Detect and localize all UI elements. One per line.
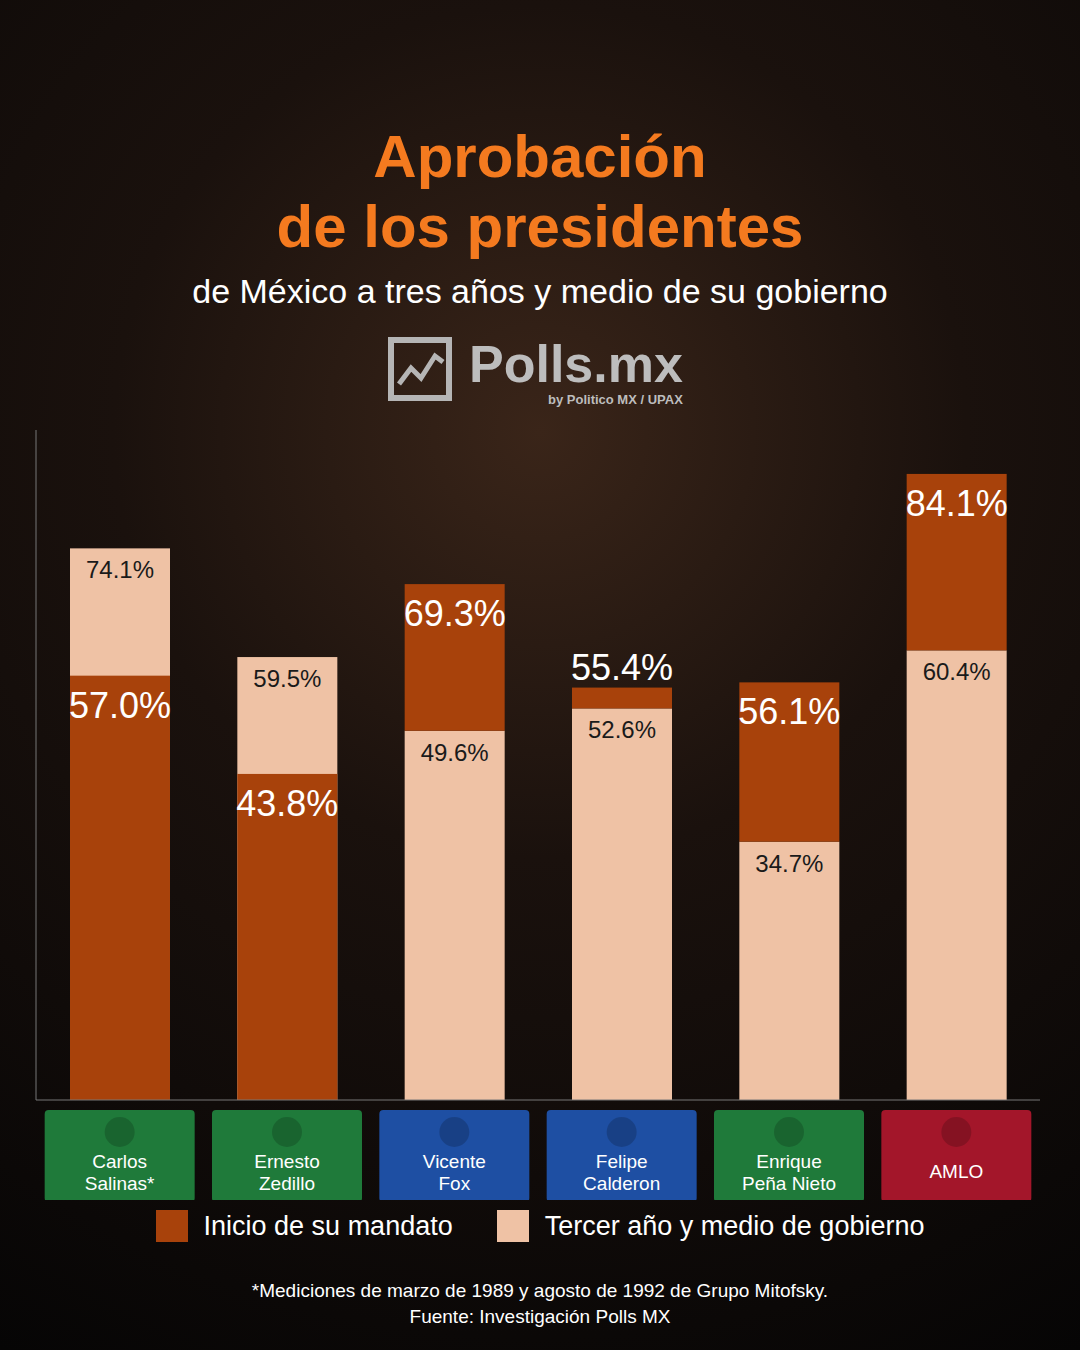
svg-text:69.3%: 69.3% <box>404 593 506 634</box>
svg-text:Fox: Fox <box>438 1173 470 1194</box>
svg-text:84.1%: 84.1% <box>906 483 1008 524</box>
svg-text:Peña Nieto: Peña Nieto <box>742 1173 836 1194</box>
svg-text:52.6%: 52.6% <box>588 716 656 743</box>
html-text:Aprobación: Aprobación <box>373 123 707 190</box>
svg-text:Enrique: Enrique <box>756 1151 822 1172</box>
html-text:Tercer año y medio de gobierno: Tercer año y medio de gobierno <box>544 1210 925 1241</box>
html-text:by Politico MX / UPAX: by Politico MX / UPAX <box>548 391 683 407</box>
html-text:Polls.mx: Polls.mx <box>469 334 683 393</box>
svg-text:Salinas*: Salinas* <box>85 1173 155 1194</box>
svg-text:Carlos: Carlos <box>92 1151 147 1172</box>
html-text:de México a tres años y medio: de México a tres años y medio de su gobi… <box>192 272 888 310</box>
svg-text:43.8%: 43.8% <box>236 783 338 824</box>
svg-text:59.5%: 59.5% <box>253 665 321 692</box>
svg-text:Zedillo: Zedillo <box>259 1173 315 1194</box>
svg-text:Vicente: Vicente <box>423 1151 486 1172</box>
html-text:Fuente: Investigación Polls MX: Fuente: Investigación Polls MX <box>409 1306 671 1327</box>
svg-text:AMLO: AMLO <box>929 1161 983 1182</box>
svg-text:34.7%: 34.7% <box>755 850 823 877</box>
svg-text:60.4%: 60.4% <box>923 658 991 685</box>
svg-text:55.4%: 55.4% <box>571 647 673 688</box>
html-text:de los presidentes: de los presidentes <box>276 193 804 260</box>
svg-text:56.1%: 56.1% <box>738 691 840 732</box>
svg-text:Ernesto: Ernesto <box>254 1151 319 1172</box>
html-text:*Mediciones de marzo de 1989 y: *Mediciones de marzo de 1989 y agosto de… <box>251 1280 829 1301</box>
html-text:Inicio de su mandato: Inicio de su mandato <box>203 1210 453 1241</box>
svg-text:Felipe: Felipe <box>596 1151 648 1172</box>
svg-text:57.0%: 57.0% <box>69 685 171 726</box>
svg-text:Calderon: Calderon <box>583 1173 660 1194</box>
svg-text:74.1%: 74.1% <box>86 556 154 583</box>
svg-text:49.6%: 49.6% <box>421 739 489 766</box>
